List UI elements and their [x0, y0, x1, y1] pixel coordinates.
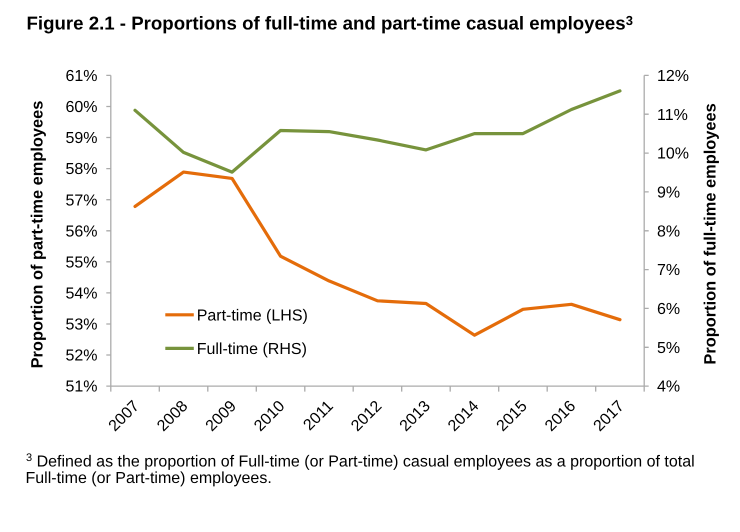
svg-text:Full-time (RHS): Full-time (RHS) [197, 341, 307, 358]
svg-text:55%: 55% [65, 254, 97, 271]
svg-text:Proportion of full-time employ: Proportion of full-time employees [702, 103, 720, 364]
svg-text:5%: 5% [657, 340, 680, 357]
svg-text:2012: 2012 [348, 398, 385, 435]
svg-text:54%: 54% [65, 286, 97, 303]
svg-text:4%: 4% [657, 379, 680, 396]
svg-text:52%: 52% [65, 348, 97, 365]
svg-text:2010: 2010 [251, 398, 288, 435]
svg-text:9%: 9% [657, 185, 680, 202]
svg-text:2009: 2009 [203, 398, 240, 435]
svg-text:2016: 2016 [542, 398, 579, 435]
svg-text:8%: 8% [657, 223, 680, 240]
svg-text:12%: 12% [657, 68, 689, 85]
svg-text:Part-time (LHS): Part-time (LHS) [197, 307, 308, 324]
svg-text:51%: 51% [65, 379, 97, 396]
svg-text:Full-time (or Part-time) emplo: Full-time (or Part-time) employees. [26, 470, 272, 487]
svg-text:2008: 2008 [154, 398, 191, 435]
svg-text:53%: 53% [65, 317, 97, 334]
svg-text:2007: 2007 [106, 398, 143, 435]
svg-text:57%: 57% [65, 192, 97, 209]
svg-text:56%: 56% [65, 223, 97, 240]
svg-text:61%: 61% [65, 68, 97, 85]
svg-text:3 Defined as the proportion of: 3 Defined as the proportion of Full-time… [26, 452, 695, 471]
svg-text:60%: 60% [65, 99, 97, 116]
svg-text:Figure 2.1 - Proportions of fu: Figure 2.1 - Proportions of full-time an… [27, 12, 633, 33]
svg-text:Proportion of part-time employ: Proportion of part-time employees [29, 101, 47, 369]
svg-text:11%: 11% [657, 107, 688, 124]
svg-text:7%: 7% [657, 262, 680, 279]
svg-text:10%: 10% [657, 146, 689, 163]
svg-text:2014: 2014 [445, 398, 482, 435]
svg-text:2013: 2013 [397, 398, 434, 435]
svg-text:2015: 2015 [494, 398, 531, 435]
svg-text:2017: 2017 [591, 398, 628, 435]
svg-text:6%: 6% [657, 301, 680, 318]
svg-text:2011: 2011 [300, 398, 336, 434]
svg-text:58%: 58% [65, 161, 97, 178]
svg-text:59%: 59% [65, 130, 97, 147]
